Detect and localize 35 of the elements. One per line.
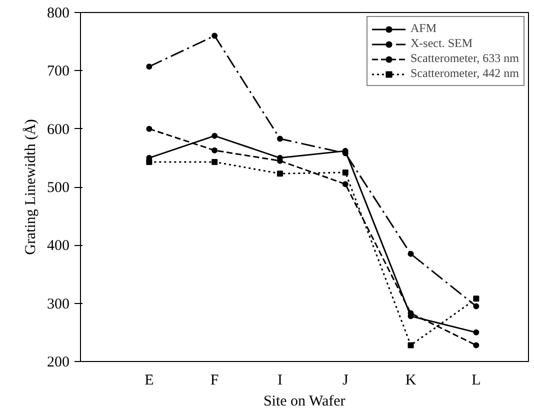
point (212, 147, 218, 154)
point (473, 342, 480, 348)
x-tick-label: L (472, 372, 481, 388)
point (473, 303, 480, 310)
legend-label: Scatterometer, 442 nm (410, 66, 519, 81)
y-axis-title: Grating Linewidth (Å) (22, 119, 39, 255)
y-tick-label: 600 (47, 122, 70, 138)
point (146, 126, 152, 132)
x-axis-title: Site on Wafer (263, 394, 346, 410)
x-tick-label: F (210, 372, 219, 388)
point (342, 169, 348, 176)
point (212, 32, 218, 39)
legend-label: AFM (410, 21, 437, 36)
point (212, 132, 218, 139)
point (473, 296, 480, 302)
point (342, 181, 348, 188)
y-tick-label: 700 (47, 64, 70, 80)
legend-label: X-sect. SEM (410, 36, 472, 51)
point (146, 64, 152, 70)
point (276, 136, 283, 142)
legend-label: Scatterometer, 633 nm (410, 51, 519, 66)
x-tick-label: J (342, 372, 348, 388)
point (473, 329, 480, 336)
x-tick-label: K (405, 372, 416, 388)
x-tick-label: E (144, 372, 154, 388)
x-tick-label: I (277, 372, 282, 388)
y-tick-label: 800 (47, 6, 70, 22)
y-tick-label: 200 (47, 354, 70, 370)
point (212, 158, 218, 165)
point (408, 250, 414, 257)
y-tick-label: 400 (47, 238, 70, 254)
y-tick-label: 300 (47, 296, 70, 312)
point (408, 342, 414, 348)
y-tick-label: 500 (47, 180, 70, 196)
point (276, 170, 283, 177)
